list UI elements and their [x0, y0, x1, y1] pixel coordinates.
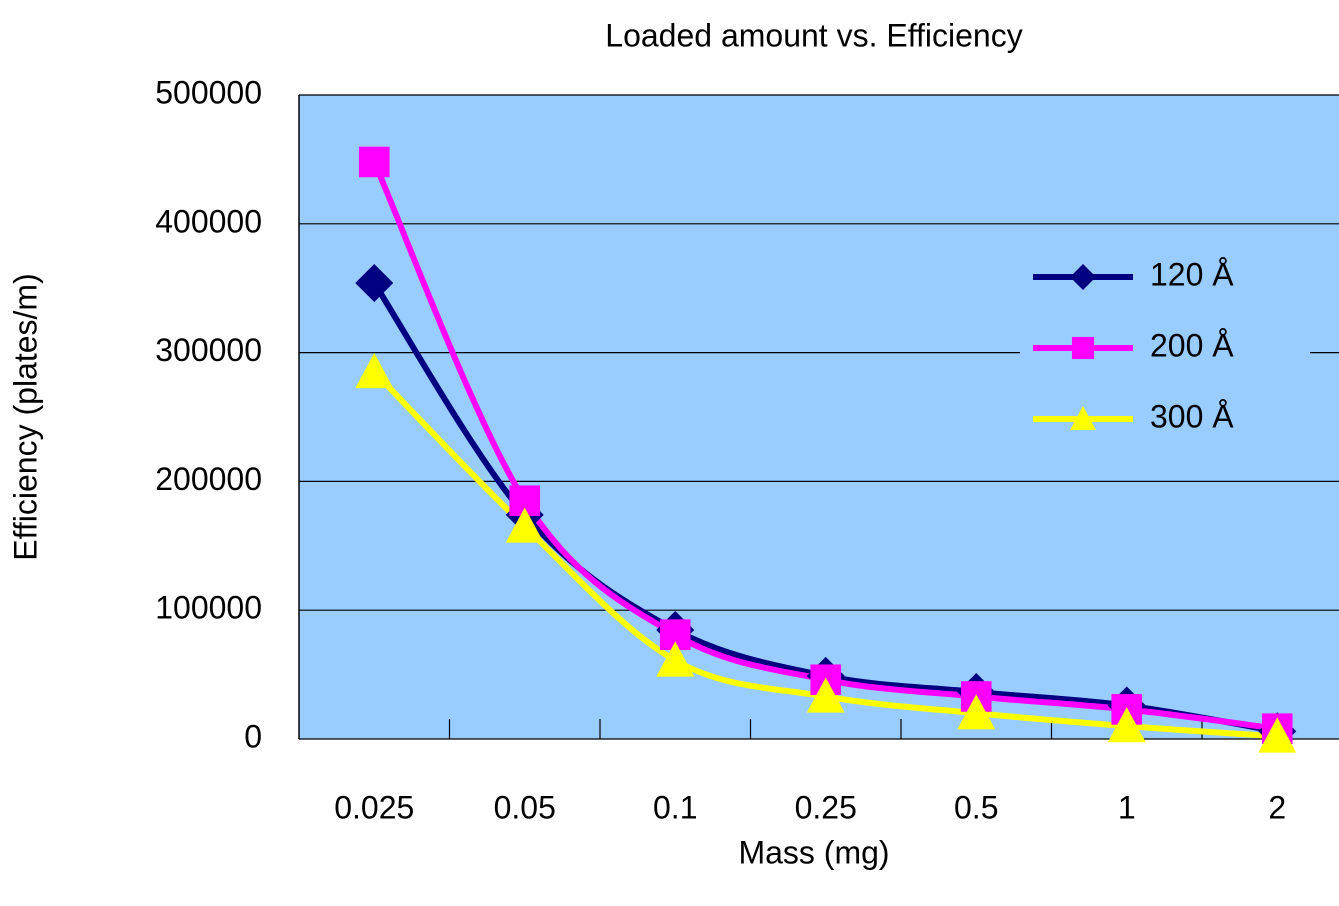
x-tick-label: 1 [1118, 789, 1136, 825]
marker [358, 146, 390, 178]
y-tick-label: 300000 [155, 332, 262, 368]
marker [1070, 264, 1096, 290]
chart-title: Loaded amount vs. Efficiency [605, 17, 1022, 53]
legend-label: 200 Å [1150, 327, 1234, 363]
marker [505, 507, 544, 543]
marker [656, 641, 695, 677]
legend-label: 120 Å [1150, 256, 1234, 292]
marker [1107, 707, 1146, 743]
y-tick-label: 0 [244, 718, 262, 754]
x-tick-label: 0.1 [653, 789, 697, 825]
marker [355, 352, 394, 389]
y-tick-label: 100000 [155, 590, 262, 626]
marker [1258, 717, 1297, 753]
marker [806, 677, 845, 713]
marker [1070, 406, 1096, 431]
marker [355, 264, 394, 303]
x-tick-label: 0.025 [334, 789, 414, 825]
x-tick-label: 2 [1268, 789, 1286, 825]
x-tick-label: 0.5 [954, 789, 998, 825]
marker [957, 694, 996, 730]
y-axis-label: Efficiency (plates/m) [7, 273, 43, 561]
marker [1071, 336, 1095, 360]
x-tick-label: 0.05 [494, 789, 556, 825]
y-tick-label: 200000 [155, 461, 262, 497]
x-tick-label: 0.25 [795, 789, 857, 825]
y-tick-label: 400000 [155, 203, 262, 239]
x-axis-label: Mass (mg) [738, 834, 889, 870]
y-tick-label: 500000 [155, 74, 262, 110]
legend-label: 300 Å [1150, 398, 1234, 434]
